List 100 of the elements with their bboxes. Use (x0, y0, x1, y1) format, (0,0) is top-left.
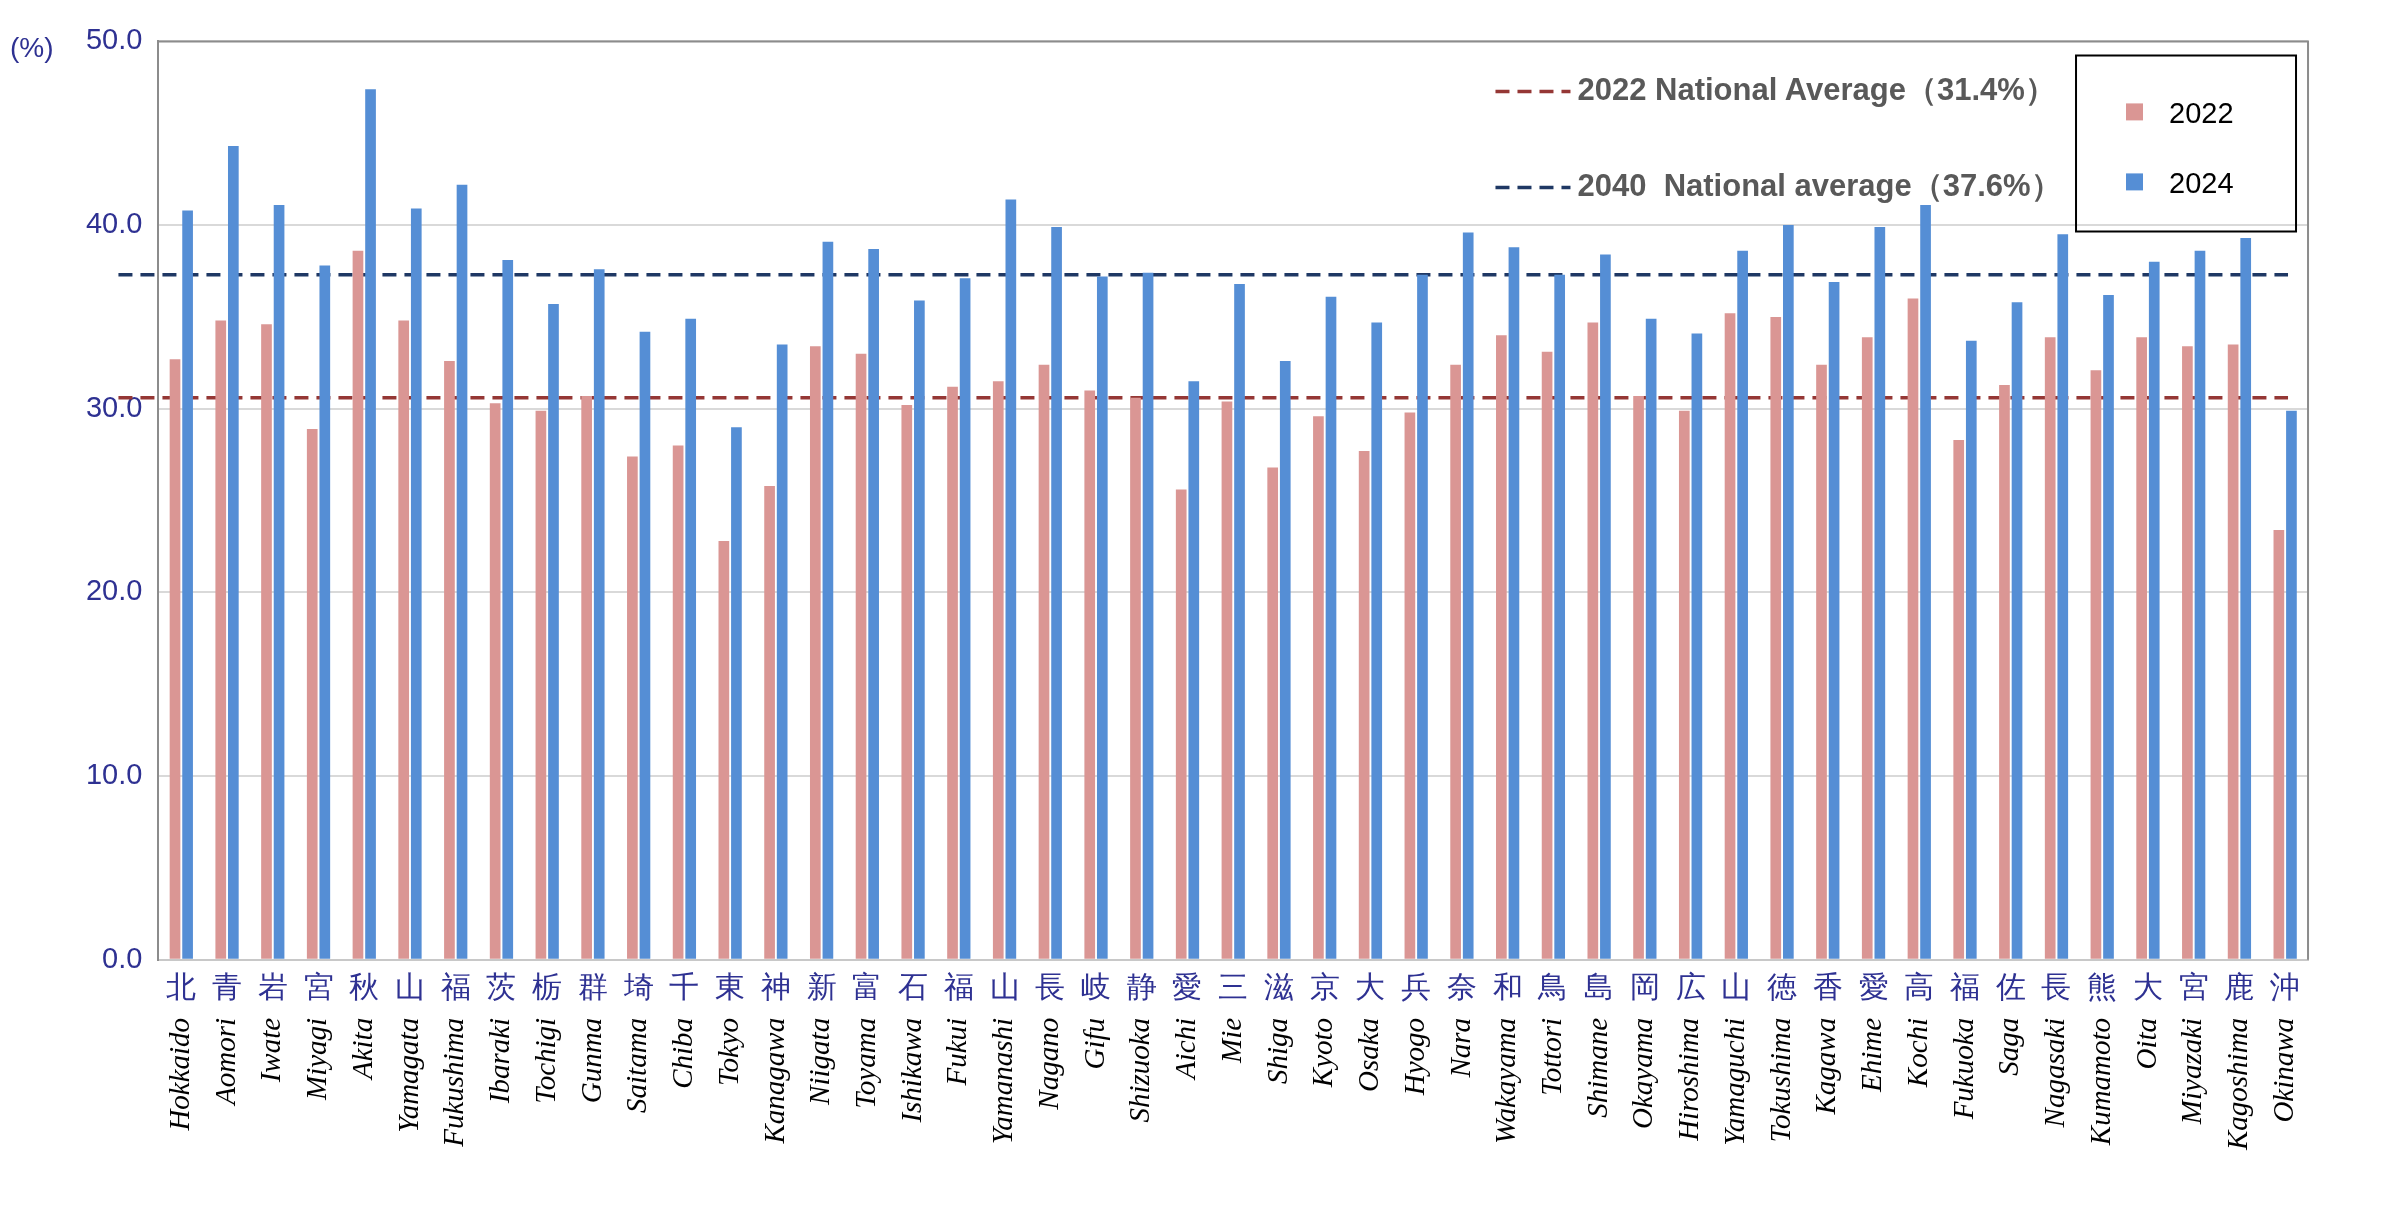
bar (1691, 333, 1703, 959)
bar (2103, 294, 2114, 959)
x-tick-label: Kagoshima (2221, 1017, 2254, 1152)
x-tick-label: Tottori (1535, 1017, 1568, 1096)
bar (1496, 335, 1507, 959)
x-tick-label: Shiga (1260, 1017, 1293, 1084)
bar (959, 278, 971, 959)
x-tick-label: Fukui (940, 1017, 973, 1087)
x-tick-label: Saga (1992, 1017, 2025, 1076)
y-tick-label: 10.0 (85, 758, 143, 791)
bar (1587, 322, 1599, 959)
bar (1953, 440, 1965, 959)
x-tick-label: Gifu (1077, 1017, 1110, 1070)
y-axis-title: (%) (10, 32, 54, 64)
x-tick-label: Hiroshima (1672, 1017, 1705, 1142)
bar (672, 445, 684, 959)
bar (1907, 298, 1919, 959)
bar (261, 324, 272, 959)
bar (1783, 225, 1794, 959)
bar (1358, 451, 1370, 959)
bar (182, 210, 193, 959)
bar (914, 300, 925, 959)
x-tick-label: Toyama (848, 1017, 881, 1109)
x-tick-label: Ehime (1855, 1017, 1888, 1093)
text: 和 (1492, 968, 1523, 1004)
bar (639, 331, 651, 959)
x-tick-label: Yamaguchi (1717, 1017, 1750, 1146)
text: 富 (852, 968, 883, 1004)
x-tick-label: Osaka (1352, 1017, 1385, 1092)
bar (1861, 337, 1873, 959)
bar (2227, 344, 2239, 959)
bar (535, 410, 547, 959)
bar (1371, 322, 1383, 959)
text: 栃 (532, 968, 563, 1004)
bar (1313, 416, 1324, 959)
bar (1737, 250, 1748, 959)
x-tick-label: Nagano (1031, 1017, 1064, 1111)
x-tick-label: Tokushima (1763, 1017, 1796, 1143)
bar (1267, 467, 1279, 959)
y-tick-label: 20.0 (85, 574, 143, 607)
bar (776, 344, 788, 959)
bar (822, 241, 834, 959)
bar (581, 395, 592, 959)
text: 京 (1309, 968, 1340, 1004)
bar (2286, 410, 2297, 959)
x-tick-label: Shimane (1580, 1017, 1613, 1118)
text: 沖 (2270, 968, 2301, 1004)
text: 石 (898, 968, 929, 1004)
bar (169, 359, 181, 959)
bar (1084, 390, 1096, 959)
bar (1645, 318, 1657, 959)
text: 熊 (2087, 968, 2118, 1004)
bar (319, 265, 331, 959)
bar (410, 208, 422, 959)
x-tick-label: Oita (2129, 1017, 2162, 1070)
x-tick-label: Ishikawa (894, 1017, 927, 1124)
bar (2273, 530, 2285, 959)
bar (1142, 272, 1154, 959)
x-tick-label: Hyogo (1397, 1017, 1430, 1097)
bar (1874, 226, 1886, 959)
text: 福 (943, 968, 974, 1004)
x-tick-label: Kanagawa (757, 1017, 790, 1145)
text: 埼 (622, 968, 654, 1004)
bar (352, 250, 364, 959)
bar (901, 405, 913, 959)
bar (1462, 232, 1474, 959)
bar (398, 320, 410, 959)
text: 山 (394, 968, 425, 1004)
bar (2011, 302, 2023, 959)
bar (502, 260, 514, 959)
text: 宮 (2178, 968, 2209, 1004)
bar (731, 427, 742, 959)
text: 新 (806, 968, 837, 1004)
bar (215, 320, 227, 959)
x-tick-label: Akita (345, 1017, 378, 1082)
bar (855, 353, 867, 959)
text: 鳥 (1537, 968, 1569, 1004)
bar (444, 361, 455, 959)
text: 千 (669, 968, 700, 1004)
x-tick-label: Aomori (208, 1017, 241, 1107)
legend-label: 2022 National Average（31.4%） (1577, 71, 2056, 107)
bar (306, 429, 318, 959)
bar (947, 386, 958, 959)
bar (2044, 337, 2056, 959)
text: 高 (1904, 968, 1935, 1004)
text: 奈 (1446, 968, 1477, 1004)
text: 岩 (257, 968, 288, 1004)
x-tick-label: Kagawa (1809, 1017, 1842, 1116)
x-tick-label: Chiba (666, 1017, 699, 1089)
text: 兵 (1401, 968, 1432, 1004)
text: 長 (1035, 968, 1066, 1004)
legend-label: 2022 (2169, 97, 2234, 130)
x-tick-label: Fukushima (437, 1017, 470, 1148)
bar (548, 304, 559, 959)
text: 大 (2132, 968, 2163, 1004)
bar (809, 346, 821, 959)
bar (1828, 282, 1840, 959)
x-tick-label: Okayama (1626, 1017, 1659, 1130)
y-tick-label: 0.0 (102, 941, 143, 974)
legend-label: 2040 National average（37.6%） (1577, 167, 2062, 203)
